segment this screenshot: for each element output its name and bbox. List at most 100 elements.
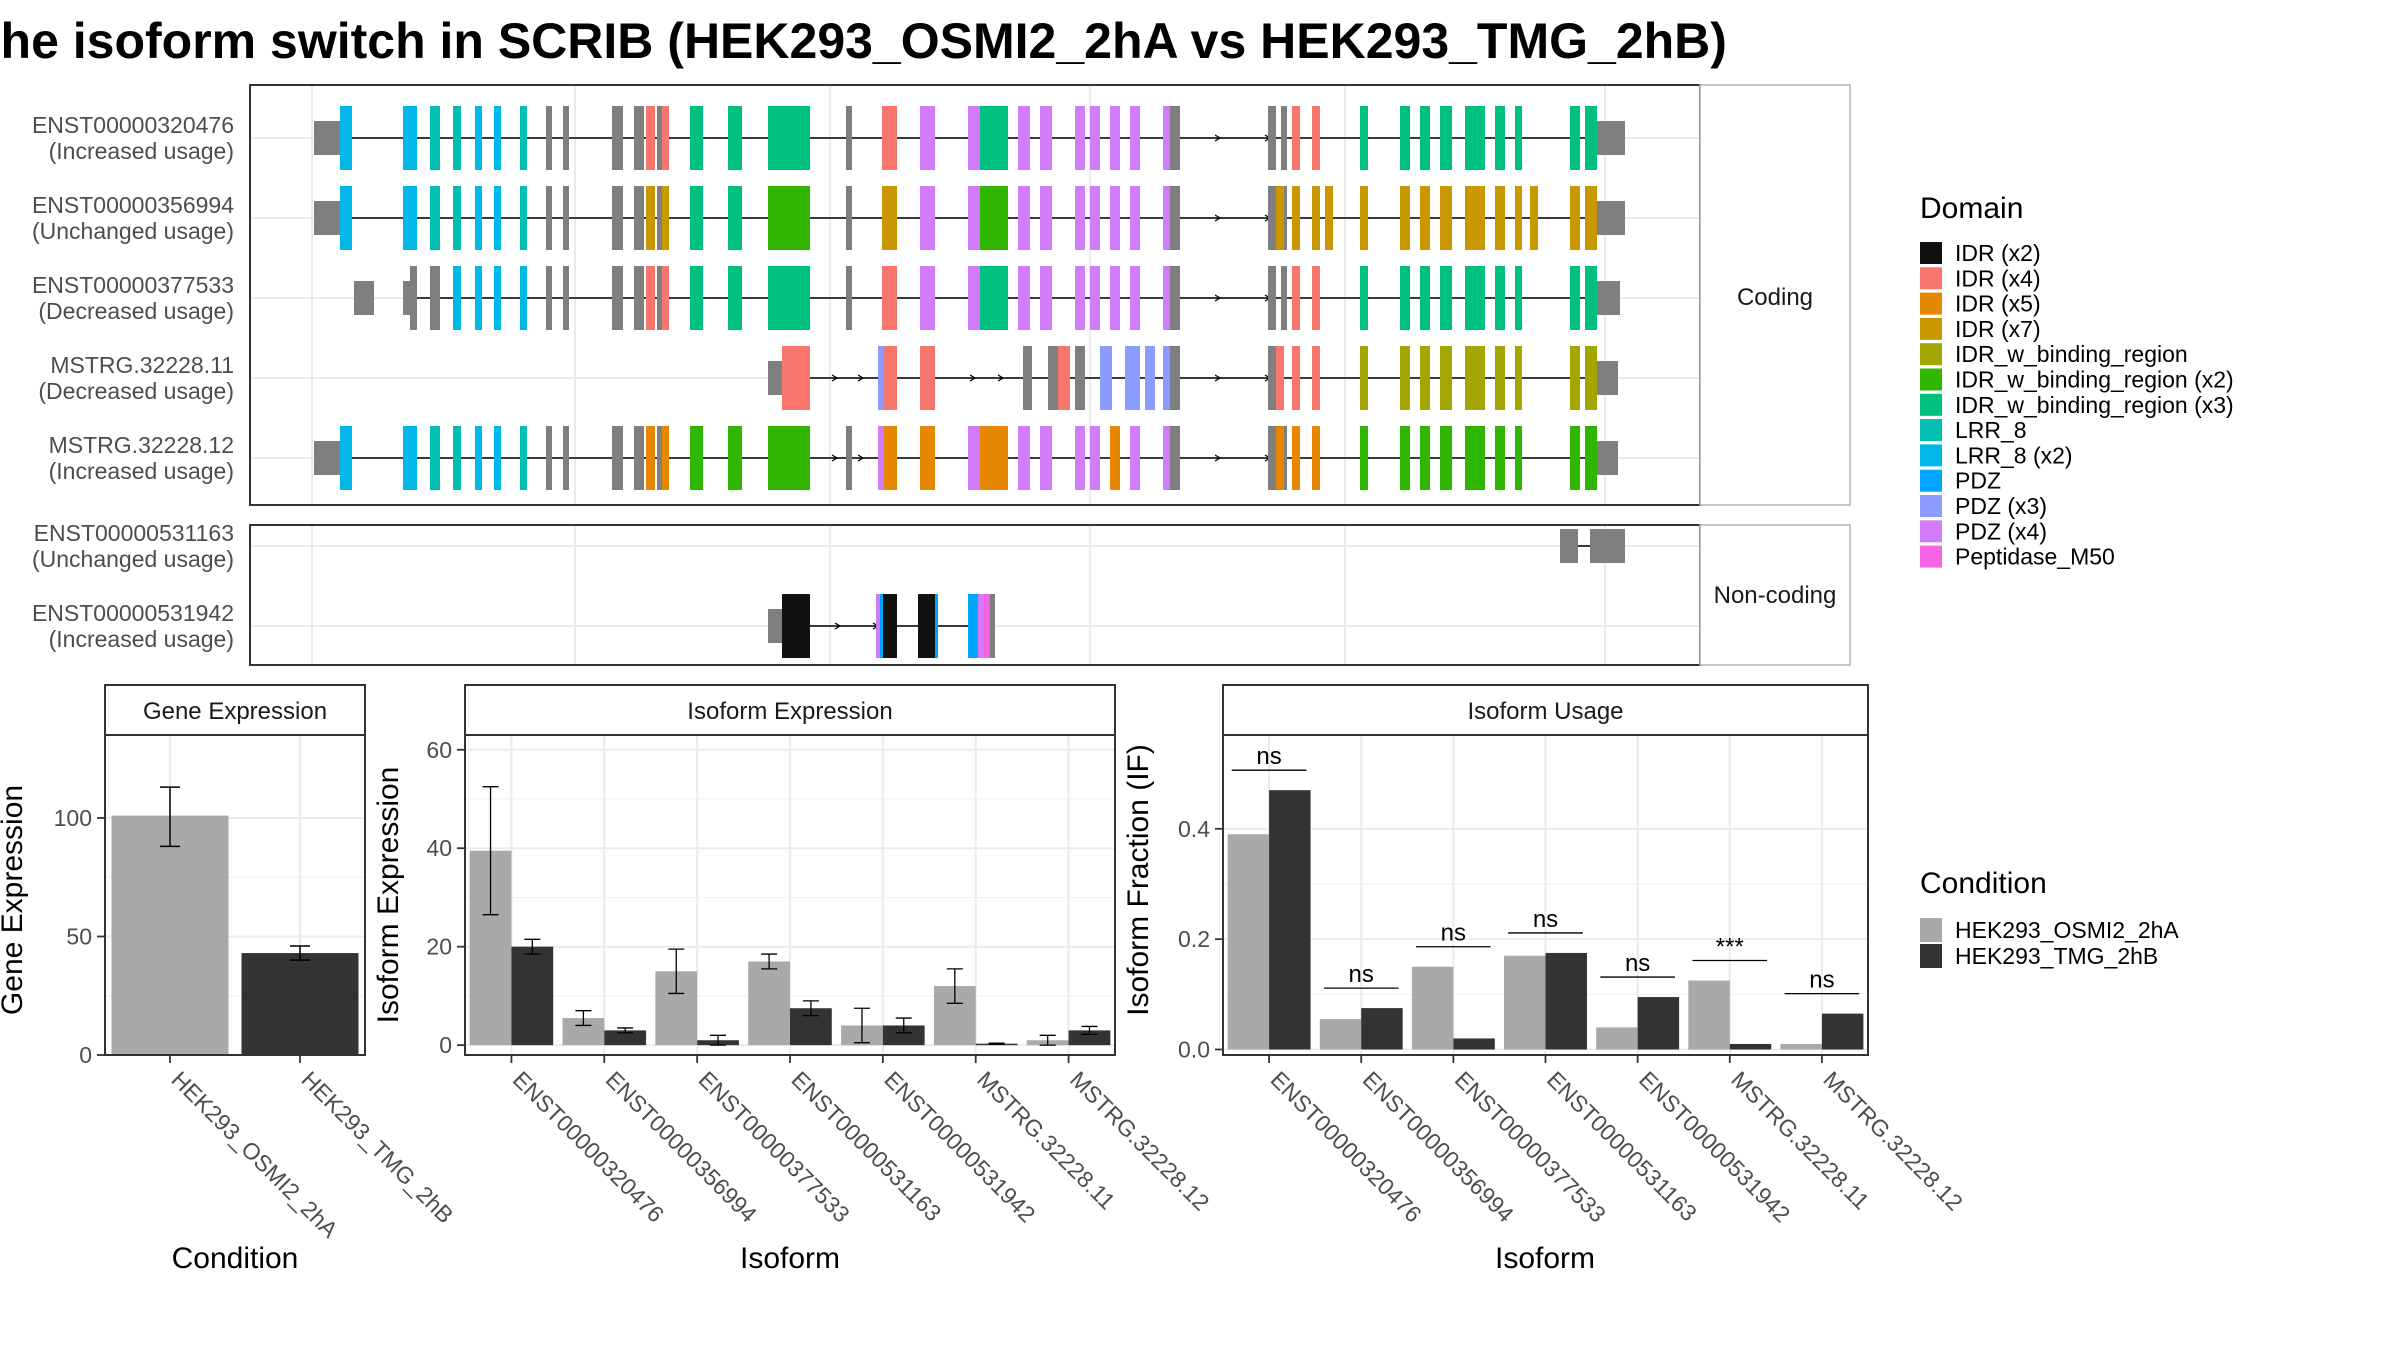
exon-block [612, 266, 623, 330]
exon-block [1075, 266, 1085, 330]
y-tick-label: 0.2 [1178, 926, 1210, 952]
legend-key [1920, 520, 1942, 543]
exon-block [646, 106, 655, 170]
facet-strip-noncoding [1699, 524, 1851, 666]
significance-label: ns [1349, 961, 1374, 988]
exon-block [403, 281, 410, 315]
exon-block [662, 266, 669, 330]
exon-block [1040, 186, 1052, 250]
exon-block [563, 106, 569, 170]
legend-label: LRR_8 (x2) [1955, 442, 2073, 468]
direction-arrow [1214, 294, 1222, 302]
exon-block [1597, 281, 1620, 315]
significance-label: *** [1716, 934, 1744, 961]
exon-block [1360, 346, 1368, 410]
exon-block [1420, 186, 1430, 250]
legend-label: IDR (x2) [1955, 240, 2041, 266]
y-tick-label: 100 [54, 805, 92, 831]
exon-block [1400, 346, 1410, 410]
exon-block [340, 426, 352, 490]
legend-key [1920, 292, 1942, 315]
x-tick-label: ENST00000377533 [1450, 1066, 1611, 1227]
exon-block [1110, 426, 1120, 490]
exon-block [1360, 266, 1368, 330]
exon-block [1585, 106, 1597, 170]
exon-block [1018, 186, 1030, 250]
exon-block [1292, 426, 1300, 490]
bar [1637, 997, 1680, 1050]
exon-block [430, 266, 440, 330]
exon-block [1585, 426, 1597, 490]
exon-block [1090, 106, 1100, 170]
exon-block [1420, 346, 1430, 410]
isoform-track [314, 106, 1625, 170]
direction-arrow [857, 454, 865, 462]
exon-block [1090, 266, 1100, 330]
exon-block [1440, 266, 1452, 330]
exon-block [1585, 266, 1597, 330]
bar [1596, 1027, 1638, 1050]
exon-block [884, 346, 897, 410]
exon-block [920, 266, 935, 330]
exon-block [1465, 186, 1485, 250]
exon-block [1495, 346, 1505, 410]
exon-block [1590, 529, 1625, 563]
exon-block [1130, 106, 1140, 170]
exon-block [646, 266, 655, 330]
exon-block [1515, 106, 1522, 170]
exon-block [546, 266, 552, 330]
chart-panel: ns ns ns ns ns *** ns Isoform Usage 0.0 0.2 0.4 ENS… [1122, 684, 1968, 1275]
exon-block [1170, 106, 1180, 170]
exon-block [1440, 426, 1452, 490]
bar [241, 953, 359, 1055]
exon-block [846, 186, 852, 250]
exon-block [1110, 106, 1120, 170]
exon-block [690, 106, 703, 170]
isoform-track [354, 266, 1620, 330]
bar [1688, 980, 1730, 1050]
direction-arrow [1214, 454, 1222, 462]
exon-block [546, 186, 552, 250]
exon-block [1268, 106, 1276, 170]
exon-block [1570, 426, 1580, 490]
exon-block [1163, 426, 1170, 490]
exon-block [1130, 426, 1140, 490]
exon-block [1276, 186, 1284, 250]
exon-block [1515, 266, 1522, 330]
significance-label: ns [1809, 967, 1834, 994]
legend-label: PDZ (x3) [1955, 493, 2047, 519]
isoform-label: MSTRG.32228.11 [50, 352, 234, 378]
exon-block [1440, 346, 1452, 410]
exon-block [882, 106, 897, 170]
direction-arrow [857, 374, 865, 382]
bar [111, 815, 229, 1055]
exon-block [1360, 426, 1368, 490]
bar [1411, 966, 1454, 1050]
exon-block [1570, 346, 1580, 410]
direction-arrow [997, 374, 1005, 382]
facet-strip [1222, 684, 1869, 736]
exon-block [520, 186, 527, 250]
legend-label: PDZ [1955, 468, 2001, 494]
exon-block [1420, 426, 1430, 490]
exon-block [880, 594, 883, 658]
exon-block [782, 594, 810, 658]
exon-block [520, 106, 527, 170]
exon-block [634, 106, 644, 170]
exon-block [978, 594, 984, 658]
y-tick-label: 0 [79, 1042, 92, 1068]
x-axis-title: Condition [172, 1242, 299, 1275]
chart-title: Isoform Expression [687, 698, 892, 725]
exon-block [662, 426, 669, 490]
exon-block [1495, 266, 1505, 330]
exon-block [1312, 106, 1320, 170]
exon-block [1440, 186, 1452, 250]
facet-label: Coding [1737, 284, 1813, 311]
legend-label: IDR_w_binding_region (x2) [1955, 367, 2234, 393]
exon-block [920, 346, 935, 410]
exon-block [1170, 266, 1180, 330]
legend-label: IDR (x4) [1955, 265, 2041, 291]
exon-block [354, 281, 374, 315]
isoform-label: MSTRG.32228.12 [49, 432, 234, 458]
exon-block [918, 594, 935, 658]
